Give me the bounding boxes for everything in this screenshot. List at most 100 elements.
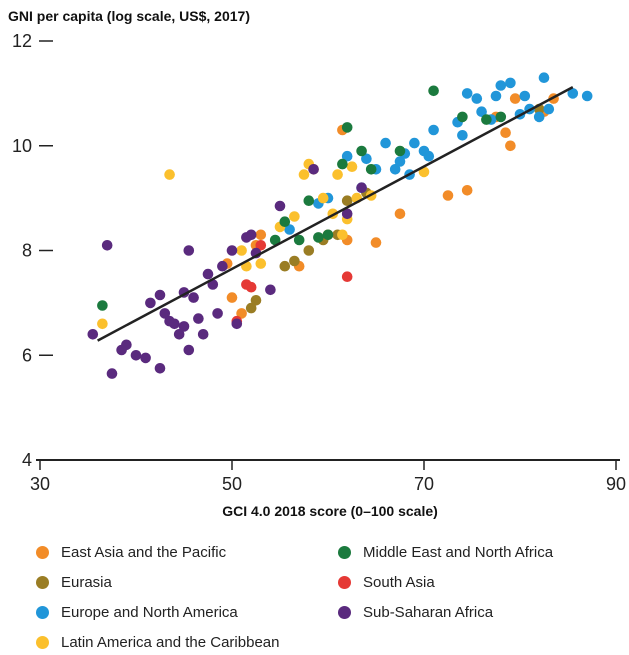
- data-point: [303, 195, 315, 206]
- data-point: [130, 350, 142, 361]
- data-point: [567, 88, 579, 99]
- legend-label: Sub-Saharan Africa: [363, 604, 494, 621]
- data-point: [394, 208, 406, 220]
- data-point: [428, 85, 439, 97]
- legend-label: East Asia and the Pacific: [61, 544, 227, 561]
- legend-item: Europe and North America: [36, 604, 238, 621]
- data-point: [457, 130, 468, 141]
- data-point: [188, 292, 199, 303]
- data-point: [298, 169, 310, 180]
- data-point: [145, 297, 156, 309]
- data-point: [442, 190, 454, 201]
- data-point: [457, 111, 468, 123]
- data-point: [500, 127, 511, 138]
- x-tick-label: 90: [606, 474, 626, 494]
- data-point: [231, 318, 243, 330]
- data-point: [183, 245, 195, 256]
- y-tick-label: 12: [12, 31, 32, 51]
- data-point: [121, 339, 132, 351]
- legend-swatch: [338, 576, 351, 589]
- data-point: [394, 145, 406, 157]
- data-point: [289, 211, 300, 222]
- data-point: [519, 90, 531, 102]
- data-point: [255, 258, 267, 269]
- y-tick-label: 10: [12, 136, 32, 156]
- data-point: [245, 302, 257, 314]
- data-point: [341, 195, 353, 206]
- data-point: [140, 352, 151, 364]
- data-point: [505, 140, 516, 152]
- x-tick-label: 50: [222, 474, 242, 494]
- data-point: [279, 216, 291, 227]
- legend-label: Eurasia: [61, 574, 112, 591]
- data-point: [317, 192, 329, 204]
- data-point: [346, 161, 358, 172]
- data-point: [255, 240, 267, 251]
- data-point: [341, 150, 353, 162]
- data-point: [337, 158, 348, 170]
- data-point: [164, 169, 175, 180]
- data-point: [313, 232, 324, 243]
- data-point: [533, 111, 545, 123]
- data-point: [212, 308, 223, 319]
- data-point: [193, 313, 204, 324]
- legend-label: Europe and North America: [61, 604, 238, 621]
- legend-item: Sub-Saharan Africa: [338, 604, 493, 621]
- x-axis-title: GCI 4.0 2018 score (0–100 scale): [222, 503, 438, 519]
- data-point: [365, 164, 377, 175]
- data-point: [490, 90, 502, 102]
- data-point: [279, 260, 291, 272]
- legend-item: South Asia: [338, 574, 435, 591]
- data-point: [87, 329, 99, 340]
- data-point: [269, 234, 281, 246]
- data-point: [341, 208, 353, 220]
- legend-item: Latin America and the Caribbean: [36, 634, 279, 651]
- data-point: [389, 164, 401, 175]
- data-point: [308, 164, 319, 175]
- data-point: [505, 77, 516, 89]
- data-point: [236, 245, 247, 256]
- data-point: [154, 363, 166, 374]
- legend-label: South Asia: [363, 574, 435, 591]
- data-point: [538, 72, 550, 83]
- legend-swatch: [36, 546, 49, 559]
- data-point: [178, 321, 190, 332]
- y-tick-label: 4: [22, 450, 32, 470]
- data-point: [250, 295, 262, 306]
- data-point: [356, 145, 367, 157]
- data-point: [543, 103, 555, 115]
- y-tick-label: 6: [22, 345, 32, 365]
- data-point: [341, 122, 353, 133]
- data-point: [154, 289, 166, 301]
- data-point: [293, 234, 305, 246]
- x-axis: 30 50 70 90: [30, 459, 626, 494]
- data-point: [97, 318, 108, 330]
- data-point: [289, 255, 300, 267]
- data-point: [226, 292, 238, 303]
- data-point: [341, 271, 353, 283]
- data-point: [226, 245, 238, 256]
- data-point: [394, 156, 406, 167]
- legend-item: East Asia and the Pacific: [36, 544, 226, 561]
- data-point: [284, 224, 295, 235]
- y-tick-label: 8: [22, 241, 32, 261]
- legend-swatch: [338, 546, 351, 559]
- data-point: [428, 124, 439, 136]
- data-point: [236, 308, 247, 319]
- data-point: [471, 93, 483, 104]
- data-point: [106, 368, 118, 379]
- y-axis: 4 6 8 10 12: [12, 31, 53, 470]
- legend-item: Middle East and North Africa: [338, 544, 553, 561]
- data-point: [332, 169, 343, 180]
- legend-swatch: [36, 576, 49, 589]
- data-point: [245, 281, 257, 293]
- legend-swatch: [338, 606, 351, 619]
- data-point: [476, 106, 487, 117]
- trendline-layer: [97, 85, 574, 342]
- data-point: [274, 200, 286, 212]
- data-point: [169, 318, 180, 330]
- data-point: [481, 114, 492, 125]
- data-point: [322, 229, 334, 241]
- data-point: [265, 284, 276, 296]
- x-tick-label: 30: [30, 474, 50, 494]
